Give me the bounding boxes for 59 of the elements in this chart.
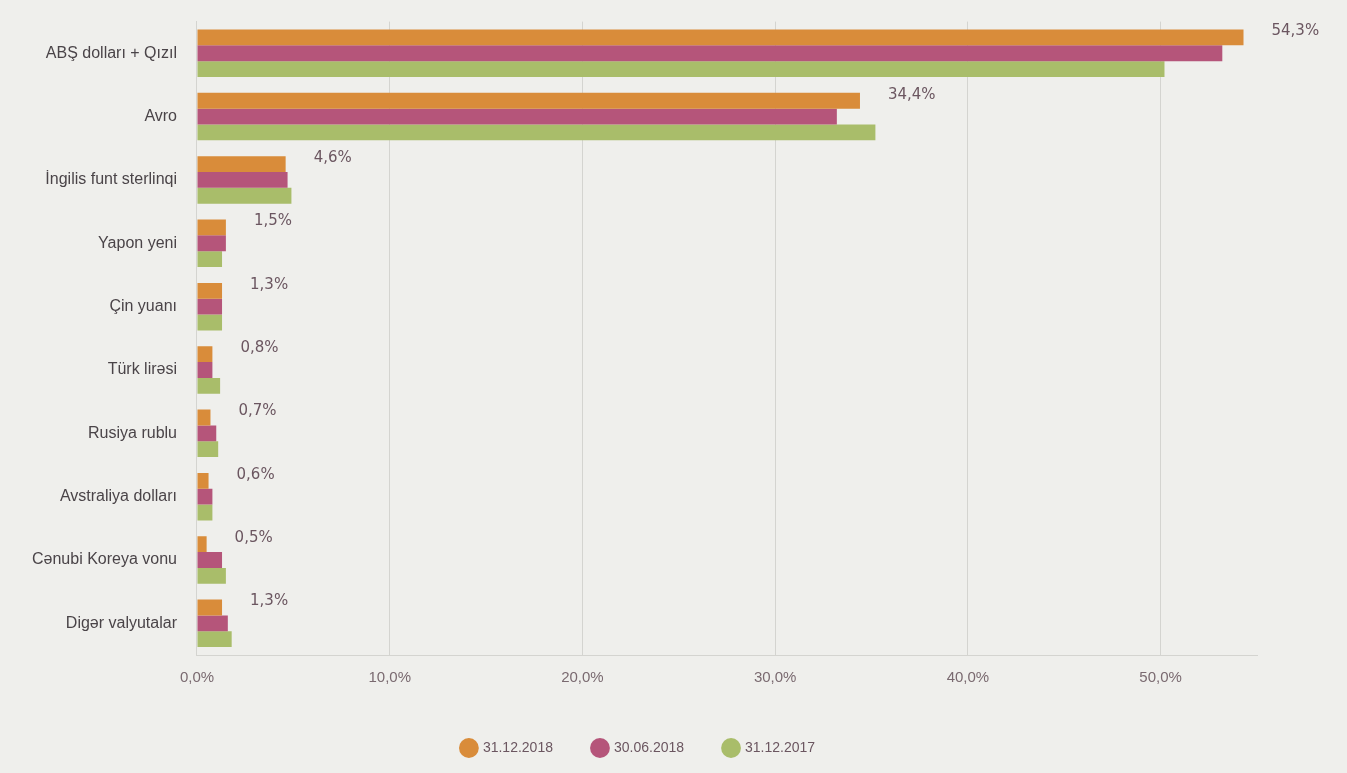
bar: [197, 362, 213, 378]
bar: [197, 156, 286, 173]
bar: [197, 425, 217, 442]
bar: [197, 314, 223, 331]
bar: [197, 124, 876, 141]
bar: [197, 472, 209, 489]
x-tick-label: 10,0%: [368, 668, 411, 686]
bar: [197, 298, 223, 315]
data-label: 34,4%: [887, 84, 936, 103]
y-tick-label: Cənubi Koreya vonu: [32, 550, 177, 568]
y-tick-label: Digər valyutalar: [65, 613, 178, 631]
x-tick-label: 30,0%: [753, 668, 797, 686]
data-label: 1,3%: [250, 591, 289, 610]
data-label: 54,3%: [1271, 21, 1320, 40]
bar: [197, 631, 232, 648]
bar: [197, 409, 211, 426]
bar: [197, 346, 213, 363]
y-tick-label: Rusiya rublu: [88, 423, 177, 441]
x-tick-label: 50,0%: [1139, 668, 1182, 686]
data-label: 0,6%: [236, 464, 275, 483]
bar: [197, 45, 1223, 62]
y-tick-label: Türk lirəsi: [107, 360, 177, 378]
legend-label: 31.12.2018: [482, 738, 554, 755]
bar: [197, 377, 221, 394]
x-tick-label: 0,0%: [179, 668, 215, 686]
x-tick-label: 40,0%: [946, 668, 990, 686]
data-label: 4,6%: [313, 148, 352, 167]
y-tick-label: ABŞ dolları + Qızıl: [45, 43, 177, 61]
data-label: 1,3%: [250, 274, 289, 293]
y-tick-label: Avro: [144, 107, 178, 125]
bar: [197, 235, 226, 252]
data-label: 0,7%: [238, 401, 277, 420]
bar: [197, 108, 837, 125]
bar: [197, 567, 226, 584]
bar: [197, 599, 223, 616]
legend-label: 30.06.2018: [613, 738, 685, 755]
data-label: 1,5%: [253, 211, 292, 230]
bar: [197, 282, 223, 299]
bar: [197, 504, 213, 521]
bar: [197, 552, 223, 568]
bar: [197, 29, 1244, 46]
y-tick-label: Çin yuanı: [109, 297, 177, 315]
bar: [197, 615, 228, 632]
y-tick-label: Avstraliya dolları: [59, 487, 177, 505]
legend-label: 31.12.2017: [745, 738, 816, 755]
y-tick-label: Yapon yeni: [98, 233, 177, 251]
y-tick-label: İngilis funt sterlinqi: [45, 169, 177, 188]
bar: [197, 441, 219, 458]
bar: [197, 488, 213, 505]
x-tick-label: 20,0%: [561, 668, 604, 686]
bar: [197, 92, 860, 109]
data-label: 0,5%: [234, 528, 273, 547]
bar: [197, 536, 207, 553]
bar: [197, 219, 226, 236]
data-label: 0,8%: [240, 338, 279, 357]
bar: [197, 187, 292, 204]
bar: [197, 172, 288, 188]
bar: [197, 61, 1165, 78]
bar: [197, 251, 223, 268]
